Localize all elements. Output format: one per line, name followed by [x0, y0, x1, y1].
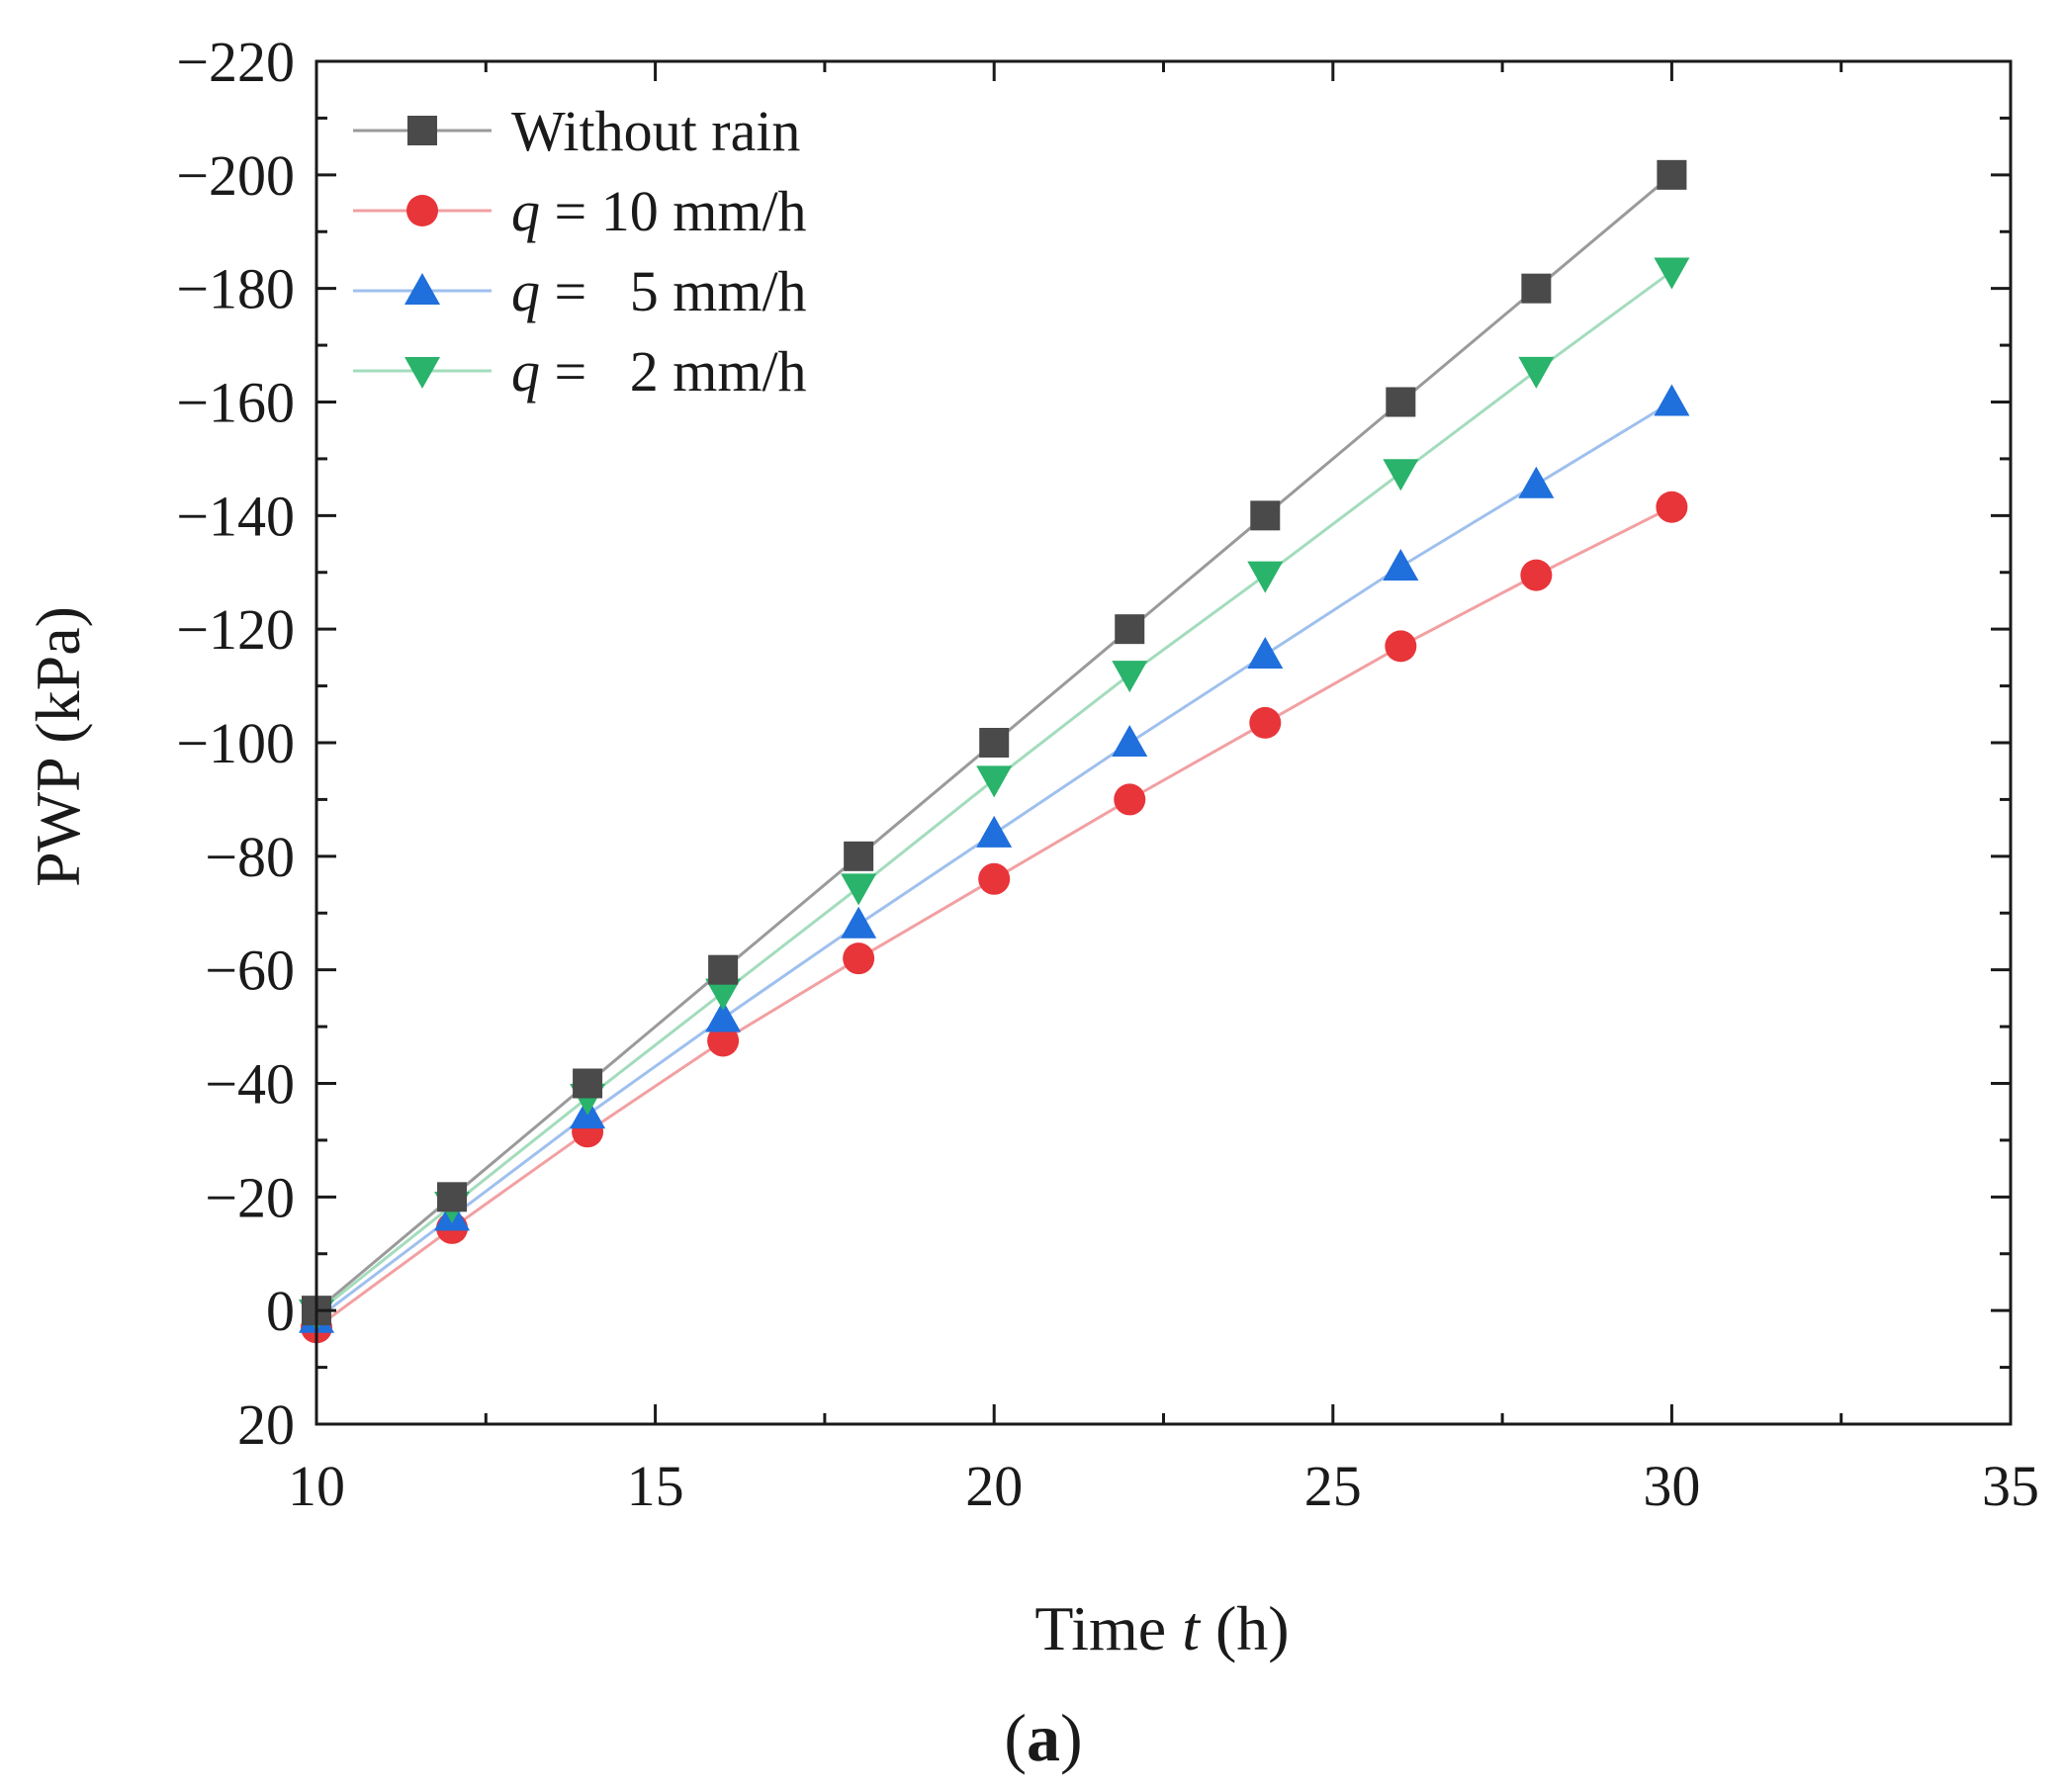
x-tick-label-1: 15 [627, 1454, 684, 1518]
y-tick-label-8: −140 [176, 484, 295, 548]
data-point-s1-10 [1656, 491, 1688, 523]
x-tick-label-2: 20 [965, 1454, 1023, 1518]
data-point-s1-7 [1249, 706, 1282, 739]
y-tick-label-10: −180 [176, 257, 295, 321]
x-tick-label-5: 35 [1982, 1454, 2039, 1518]
legend-entry-text-0: Without rain [511, 99, 800, 163]
data-point-s0-7 [1250, 500, 1281, 531]
panel-label-open: ( [1004, 1700, 1027, 1775]
data-point-s2-7 [1247, 637, 1284, 670]
y-tick-label-0: 20 [237, 1392, 295, 1457]
x-tick-label-4: 30 [1643, 1454, 1700, 1518]
data-point-s2-3 [705, 1000, 742, 1032]
data-point-s0-3 [708, 954, 739, 985]
data-point-s1-8 [1385, 630, 1417, 663]
y-tick-label-9: −160 [176, 371, 295, 435]
legend-entry-text-2: = 5 mm/h [540, 259, 807, 323]
legend-entry-2: q = 5 mm/h [511, 259, 807, 323]
legend-entry-1: q = 10 mm/h [511, 179, 807, 243]
data-point-s1-9 [1520, 559, 1553, 591]
panel-label-close: ) [1060, 1700, 1083, 1775]
data-point-s1-5 [978, 862, 1011, 895]
data-point-s3-6 [1112, 661, 1148, 693]
data-point-s2-9 [1518, 466, 1555, 498]
panel-label: (a) [1004, 1700, 1082, 1775]
x-tick-label-0: 10 [288, 1454, 345, 1518]
legend-entry-3: q = 2 mm/h [511, 339, 807, 403]
data-point-s2-6 [1112, 725, 1148, 757]
data-point-s3-5 [976, 765, 1013, 798]
axes: 10 15 20 25 30 35 20 0 −20 −40 −60 −80 −100 −120 −140 −… [176, 30, 2039, 1518]
data-point-s0-2 [573, 1068, 603, 1099]
legend-entry-text-1: = 10 mm/h [540, 179, 807, 243]
panel-label-letter: a [1027, 1700, 1060, 1775]
data-point-s3-9 [1518, 356, 1555, 389]
y-tick-label-4: −60 [205, 939, 295, 1003]
plot-area [299, 159, 1690, 1344]
data-point-s3-10 [1654, 257, 1690, 290]
y-tick-label-3: −40 [205, 1052, 295, 1117]
y-tick-label-11: −200 [176, 143, 295, 208]
legend-entry-variable-3: q [511, 339, 540, 403]
data-point-s0-4 [844, 841, 874, 871]
data-point-s0-8 [1386, 387, 1416, 417]
data-point-s3-8 [1383, 459, 1419, 492]
data-point-s0-5 [979, 728, 1010, 758]
y-tick-label-1: 0 [266, 1279, 295, 1343]
legend-marker-0 [407, 116, 437, 145]
x-axis-title-variable: t [1182, 1593, 1202, 1663]
x-axis-title: Time t (h) [1034, 1593, 1289, 1663]
x-axis-title-prefix: Time [1034, 1593, 1182, 1663]
y-tick-label-2: −20 [205, 1165, 295, 1229]
legend-entry-text-3: = 2 mm/h [540, 339, 807, 403]
legend-marker-1 [406, 195, 438, 226]
legend-marker-2 [404, 273, 440, 305]
legend-entry-variable-2: q [511, 259, 540, 323]
y-tick-label-12: −220 [176, 30, 295, 94]
data-point-s2-4 [841, 906, 877, 939]
data-point-s1-4 [843, 942, 875, 975]
y-tick-label-7: −120 [176, 597, 295, 662]
y-axis-title: PWP (kPa) [23, 606, 93, 887]
x-axis-title-suffix: (h) [1200, 1593, 1290, 1663]
data-point-s3-3 [705, 978, 742, 1011]
data-point-s0-1 [437, 1182, 468, 1212]
data-point-s2-8 [1383, 549, 1419, 582]
legend-entry-0: Without rain [511, 99, 800, 163]
data-point-s1-3 [707, 1025, 740, 1057]
data-point-s0-6 [1115, 614, 1145, 645]
legend-marker-3 [404, 357, 440, 389]
data-point-s3-4 [841, 873, 877, 906]
data-point-s3-7 [1247, 561, 1284, 593]
data-point-s2-5 [976, 815, 1013, 848]
legend-entry-variable-1: q [511, 179, 540, 243]
y-tick-label-5: −80 [205, 825, 295, 889]
x-tick-label-3: 25 [1304, 1454, 1362, 1518]
data-point-s2-10 [1654, 384, 1690, 416]
y-tick-label-6: −100 [176, 711, 295, 775]
data-point-s0-9 [1521, 273, 1552, 304]
data-point-s1-6 [1114, 783, 1146, 816]
data-point-s0-10 [1657, 159, 1687, 190]
